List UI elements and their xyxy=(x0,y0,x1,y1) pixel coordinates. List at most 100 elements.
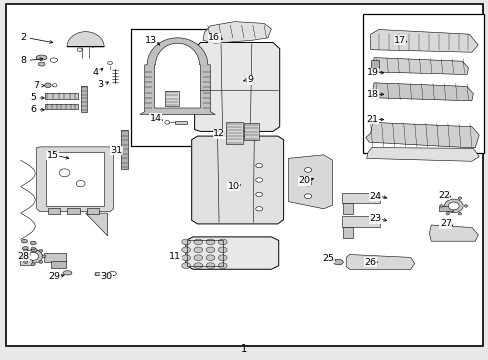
Text: 2: 2 xyxy=(20,33,26,42)
Ellipse shape xyxy=(439,204,442,207)
Polygon shape xyxy=(85,213,107,236)
Ellipse shape xyxy=(28,252,39,260)
Polygon shape xyxy=(185,237,278,269)
Ellipse shape xyxy=(42,255,46,258)
Ellipse shape xyxy=(31,248,37,252)
Ellipse shape xyxy=(50,58,58,62)
Ellipse shape xyxy=(53,84,57,87)
Polygon shape xyxy=(194,255,202,261)
Ellipse shape xyxy=(21,239,27,243)
Text: 27: 27 xyxy=(439,220,451,229)
Polygon shape xyxy=(194,263,202,269)
Ellipse shape xyxy=(457,197,461,199)
Ellipse shape xyxy=(45,83,51,88)
Bar xyxy=(51,261,66,268)
Text: 4: 4 xyxy=(92,68,98,77)
Ellipse shape xyxy=(304,168,311,172)
Text: 19: 19 xyxy=(366,68,378,77)
Polygon shape xyxy=(203,22,271,43)
Polygon shape xyxy=(370,30,477,52)
Text: 10: 10 xyxy=(227,182,239,191)
Ellipse shape xyxy=(31,247,35,250)
Bar xyxy=(95,272,106,275)
Polygon shape xyxy=(154,43,200,108)
Ellipse shape xyxy=(24,249,42,263)
Polygon shape xyxy=(206,247,215,253)
Bar xyxy=(186,240,223,266)
Bar xyxy=(343,203,352,214)
Text: 30: 30 xyxy=(101,272,112,281)
Bar xyxy=(131,29,224,146)
Bar xyxy=(370,60,379,68)
Text: 18: 18 xyxy=(366,90,378,99)
Ellipse shape xyxy=(304,181,311,186)
Text: 23: 23 xyxy=(369,215,381,223)
Ellipse shape xyxy=(63,271,72,275)
Text: 8: 8 xyxy=(20,56,26,65)
Text: 31: 31 xyxy=(110,146,122,155)
Bar xyxy=(48,208,60,214)
Ellipse shape xyxy=(76,180,85,187)
Ellipse shape xyxy=(445,212,448,215)
Bar xyxy=(20,255,32,265)
Text: 26: 26 xyxy=(364,258,376,266)
Ellipse shape xyxy=(31,263,35,266)
Text: 24: 24 xyxy=(369,192,381,201)
Ellipse shape xyxy=(333,259,343,265)
Ellipse shape xyxy=(164,121,169,124)
Ellipse shape xyxy=(30,241,36,245)
Ellipse shape xyxy=(36,55,47,60)
Text: 5: 5 xyxy=(30,94,36,103)
Bar xyxy=(44,253,66,262)
Polygon shape xyxy=(365,122,478,148)
Bar xyxy=(45,104,78,109)
Bar xyxy=(343,227,352,238)
Text: 1: 1 xyxy=(241,343,247,354)
Polygon shape xyxy=(182,247,190,253)
Polygon shape xyxy=(288,155,332,209)
Polygon shape xyxy=(182,239,190,245)
Polygon shape xyxy=(194,42,279,131)
Polygon shape xyxy=(218,255,226,261)
Bar xyxy=(362,14,483,153)
Polygon shape xyxy=(428,225,477,241)
Polygon shape xyxy=(218,247,226,253)
Bar xyxy=(81,86,86,112)
Polygon shape xyxy=(182,255,190,261)
Ellipse shape xyxy=(255,207,262,211)
Ellipse shape xyxy=(22,247,28,250)
Text: 20: 20 xyxy=(298,176,309,185)
Polygon shape xyxy=(140,38,215,114)
Bar xyxy=(45,93,78,99)
Bar xyxy=(87,208,99,214)
Text: 12: 12 xyxy=(213,130,224,139)
Ellipse shape xyxy=(255,178,262,182)
Ellipse shape xyxy=(108,271,116,276)
Bar xyxy=(165,91,179,106)
Text: 11: 11 xyxy=(169,252,181,261)
Polygon shape xyxy=(372,83,472,101)
Bar xyxy=(121,130,128,169)
Text: 6: 6 xyxy=(30,105,36,114)
Bar xyxy=(244,123,259,140)
Ellipse shape xyxy=(255,163,262,168)
Bar xyxy=(225,122,243,144)
Text: 9: 9 xyxy=(247,76,253,85)
Ellipse shape xyxy=(39,261,43,264)
Text: 13: 13 xyxy=(144,36,156,45)
Ellipse shape xyxy=(464,204,467,207)
Bar xyxy=(46,152,104,206)
Ellipse shape xyxy=(39,249,43,252)
Bar xyxy=(342,193,380,203)
Bar xyxy=(438,206,452,211)
Text: 25: 25 xyxy=(322,254,334,263)
Ellipse shape xyxy=(90,41,96,47)
Polygon shape xyxy=(206,263,215,269)
Polygon shape xyxy=(372,58,468,75)
Bar xyxy=(67,208,80,214)
Polygon shape xyxy=(218,239,226,245)
Ellipse shape xyxy=(304,194,311,199)
Text: 14: 14 xyxy=(149,114,161,122)
Text: 21: 21 xyxy=(366,115,378,124)
Text: 17: 17 xyxy=(393,36,405,45)
